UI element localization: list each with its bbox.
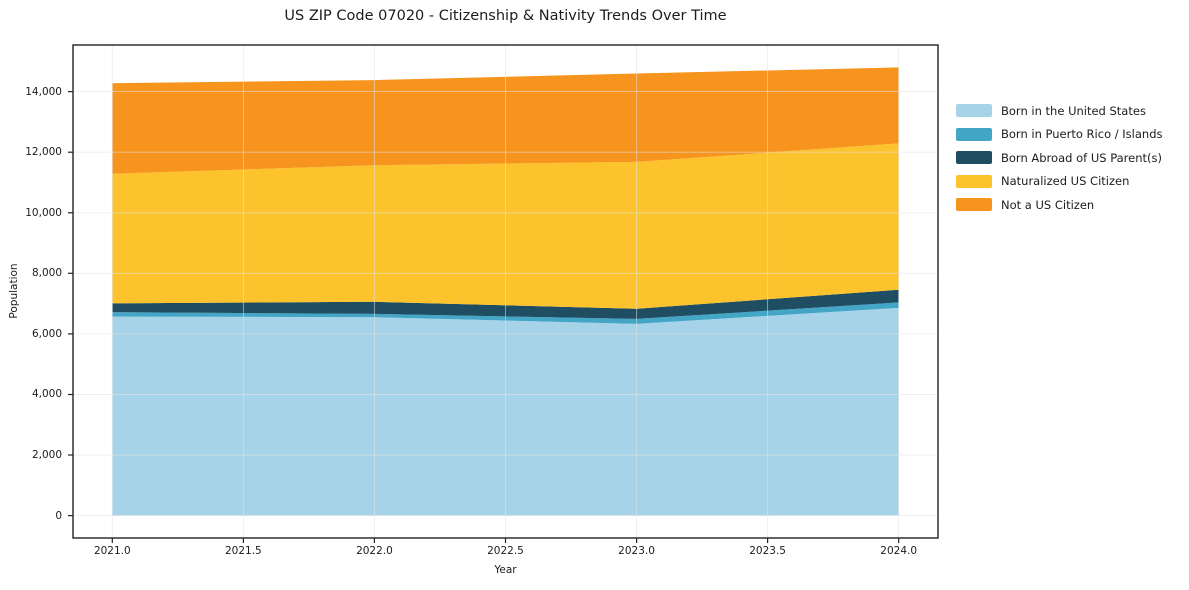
area-series-1 <box>112 302 899 324</box>
xtick-label: 2023.0 <box>618 545 655 557</box>
ytick-label: 12,000 <box>25 146 62 159</box>
ytick-label: 14,000 <box>25 85 62 98</box>
legend-swatch-icon <box>956 104 992 117</box>
legend-swatch-icon <box>956 127 992 141</box>
legend-swatch-icon <box>956 151 992 164</box>
legend-item-0: Born in the United States <box>956 103 1163 118</box>
xtick-label: 2021.0 <box>93 545 131 557</box>
xtick-label: 2022.5 <box>487 545 524 557</box>
y-axis-label: Population <box>8 263 20 319</box>
legend-item-1: Born in Puerto Rico / Islands <box>956 127 1163 141</box>
legend-label: Not a US Citizen <box>1001 197 1095 212</box>
ytick-label: 4,000 <box>31 388 62 401</box>
ytick-label: 10,000 <box>25 206 62 219</box>
legend-item-2: Born Abroad of US Parent(s) <box>956 150 1163 165</box>
legend-label: Born in Puerto Rico / Islands <box>1001 127 1163 141</box>
ytick-label: 2,000 <box>31 449 62 462</box>
xtick-label: 2022.0 <box>356 545 393 557</box>
legend-label: Naturalized US Citizen <box>1001 174 1130 188</box>
ytick-label: 0 <box>55 509 62 522</box>
xtick-label: 2021.5 <box>225 545 262 557</box>
ytick-label: 6,000 <box>31 327 62 340</box>
legend-label: Born Abroad of US Parent(s) <box>1001 150 1162 165</box>
xtick-label: 2024.0 <box>880 545 918 557</box>
legend-label: Born in the United States <box>1001 103 1146 118</box>
chart-title: US ZIP Code 07020 - Citizenship & Nativi… <box>284 8 727 24</box>
legend-swatch-icon <box>956 198 992 211</box>
x-axis-label: Year <box>494 564 517 576</box>
legend-item-4: Not a US Citizen <box>956 197 1163 212</box>
xtick-label: 2023.5 <box>749 545 786 557</box>
area-series-2 <box>112 289 899 319</box>
legend: Born in the United States Born in Puerto … <box>956 104 1163 222</box>
legend-swatch-icon <box>956 174 992 188</box>
legend-item-3: Naturalized US Citizen <box>956 174 1163 188</box>
ytick-label: 8,000 <box>31 267 62 280</box>
